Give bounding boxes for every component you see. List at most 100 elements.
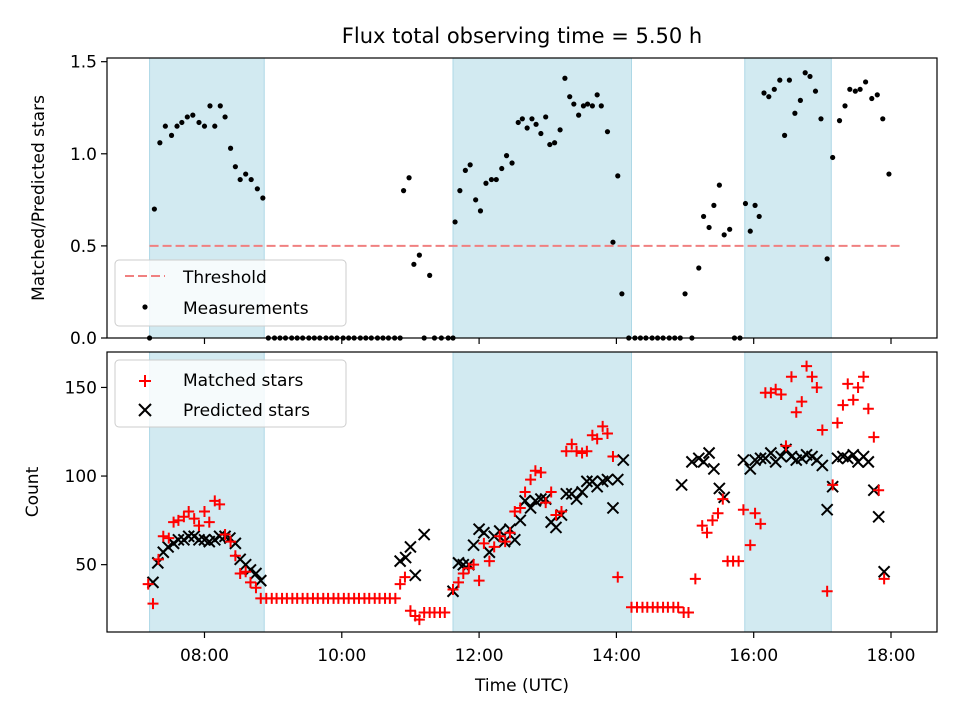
legend-threshold-label: Threshold xyxy=(182,268,267,288)
measurement-point xyxy=(212,123,218,129)
measurement-point xyxy=(792,110,798,116)
measurement-point xyxy=(499,165,505,172)
matched-star-point xyxy=(473,575,485,587)
measurement-point xyxy=(880,116,886,122)
matched-star-point xyxy=(591,433,603,445)
y-tick-label: 1.0 xyxy=(70,145,97,165)
predicted-star-point xyxy=(560,487,573,500)
measurement-point xyxy=(619,291,625,297)
matched-star-point xyxy=(198,505,210,517)
measurement-point xyxy=(473,197,479,203)
matched-star-point xyxy=(240,566,252,578)
measurement-point xyxy=(584,101,591,107)
measurement-point xyxy=(547,141,553,148)
measurement-point xyxy=(727,226,733,232)
matched-star-point xyxy=(244,576,256,588)
predicted-star-point xyxy=(575,485,589,499)
measurement-point xyxy=(886,171,892,177)
matched-star-point xyxy=(571,445,583,457)
measurement-point xyxy=(682,291,688,297)
top-panel: 0.0 0.5 1.0 1.5 Matched/Predicted stars Thr… xyxy=(29,53,938,349)
matched-star-point xyxy=(811,381,823,393)
predicted-star-point xyxy=(764,446,778,460)
measurement-point xyxy=(857,86,863,92)
predicted-star-point xyxy=(146,576,160,589)
bottom-y-axis-label: Count xyxy=(23,466,43,517)
measurement-point xyxy=(742,200,749,207)
measurement-point xyxy=(818,116,824,122)
measurement-point xyxy=(598,103,604,109)
matched-star-point xyxy=(790,406,802,418)
measurement-point xyxy=(863,79,869,85)
predicted-star-point xyxy=(182,530,195,543)
matched-star-point xyxy=(847,394,859,406)
matched-star-point xyxy=(755,518,767,530)
matched-star-point xyxy=(457,568,469,580)
measurement-point xyxy=(243,171,249,177)
matched-star-point xyxy=(873,484,885,496)
x-tick-label: 08:00 xyxy=(180,646,229,666)
measurement-point xyxy=(802,70,808,76)
measurement-point xyxy=(222,114,228,120)
predicted-star-point xyxy=(404,540,417,554)
matched-star-point xyxy=(234,568,246,580)
measurement-point xyxy=(589,103,595,109)
measurement-point xyxy=(529,116,535,122)
matched-star-point xyxy=(858,371,870,383)
matched-star-point xyxy=(749,507,761,519)
measurement-point xyxy=(227,145,234,151)
matched-star-point xyxy=(555,505,567,517)
matched-star-point xyxy=(225,536,237,548)
measurement-point xyxy=(777,77,783,83)
matched-stars-points xyxy=(142,360,890,626)
matched-star-point xyxy=(404,605,416,617)
measurement-point xyxy=(151,206,157,212)
measurement-point xyxy=(232,164,238,170)
predicted-star-point xyxy=(254,574,267,587)
bottom-y-ticks: 50 100 150 xyxy=(65,378,107,576)
matched-star-point xyxy=(394,578,406,590)
predicted-star-point xyxy=(477,526,491,539)
x-tick-label: 16:00 xyxy=(729,646,778,666)
measurement-point xyxy=(483,180,489,186)
measurement-point xyxy=(615,173,621,179)
predicted-star-point xyxy=(399,551,412,564)
predicted-star-point xyxy=(617,453,630,467)
measurement-point xyxy=(416,252,422,258)
matched-star-point xyxy=(737,504,749,516)
predicted-star-point xyxy=(244,563,257,577)
bottom-legend: Matched stars Predicted stars xyxy=(114,359,347,428)
bottom-legend-box xyxy=(114,359,347,428)
measurement-point xyxy=(852,88,858,94)
y-tick-label: 100 xyxy=(65,467,97,487)
matched-star-point xyxy=(535,467,547,479)
matched-star-point xyxy=(689,573,701,585)
measurement-point xyxy=(604,129,611,135)
y-tick-label: 0.0 xyxy=(70,329,97,349)
matched-star-point xyxy=(785,371,797,383)
measurement-point xyxy=(797,97,803,103)
predicted-star-point xyxy=(713,482,726,495)
top-x-ticks xyxy=(203,338,892,344)
matched-star-point xyxy=(399,571,411,583)
measurement-point xyxy=(747,228,753,234)
matched-star-point xyxy=(816,424,828,436)
matched-star-point xyxy=(525,474,537,486)
y-tick-label: 1.5 xyxy=(70,53,97,73)
matched-star-point xyxy=(707,514,719,526)
measurement-point xyxy=(594,92,600,98)
matched-star-point xyxy=(796,396,808,408)
measurement-point xyxy=(254,186,260,192)
top-y-axis-label: Matched/Predicted stars xyxy=(29,95,49,301)
matched-star-point xyxy=(529,465,541,477)
predicted-star-point xyxy=(172,533,185,547)
measurement-point xyxy=(207,103,213,109)
measurement-point xyxy=(721,232,727,238)
measurement-point xyxy=(706,224,712,231)
matched-star-point xyxy=(862,403,874,415)
matched-star-point xyxy=(717,493,729,505)
matched-star-point xyxy=(878,573,890,585)
predicted-star-point xyxy=(697,455,710,469)
matched-star-point xyxy=(612,571,624,583)
legend-predicted-label: Predicted stars xyxy=(183,401,310,421)
